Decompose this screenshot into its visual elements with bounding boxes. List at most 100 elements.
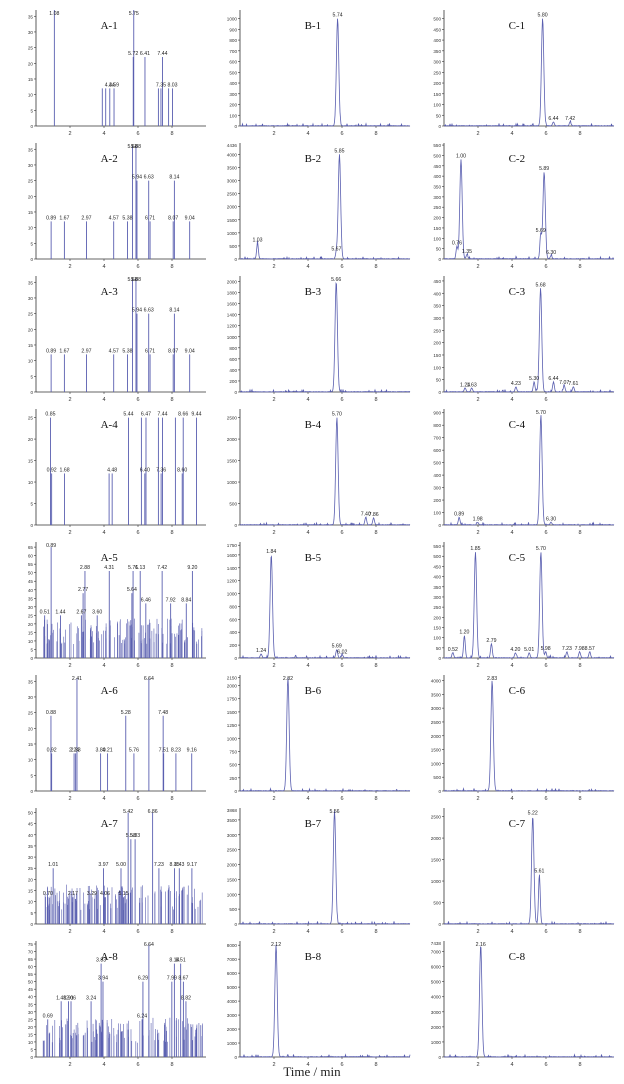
c-4-trace: [443, 415, 615, 527]
b-8-panel-label: B-8: [305, 951, 322, 963]
a-5-xtick-label: 2: [68, 663, 71, 669]
a-5-ytick-label: 65: [28, 545, 34, 550]
c-5-peak-label: 8.57: [585, 646, 595, 652]
c-5-ytick-label: 100: [433, 636, 441, 641]
c-7-ytick-label: 500: [433, 901, 441, 906]
c-1-ytick-label: 300: [433, 60, 441, 65]
a-4-peak-label: 6.40: [140, 467, 150, 473]
c-8-xtick-label: 8: [578, 1062, 581, 1068]
a-7-peak-label: 6.86: [148, 809, 158, 815]
c-3-peak-label: 1.24: [460, 382, 470, 388]
c-3-peak-label: 4.23: [511, 381, 521, 387]
c-5-panel-label: C-5: [509, 552, 526, 564]
b-2-ytick-label: 3000: [227, 179, 238, 184]
a-6-panel-label: A-6: [101, 685, 119, 697]
a-4-ytick-label: 15: [28, 459, 34, 464]
a-3-peak-label: 6.63: [144, 308, 154, 314]
c-5-ytick-label: 0: [438, 656, 441, 661]
c-3-panel-label: C-3: [509, 286, 526, 298]
b-6-ytick-label: 1250: [227, 723, 238, 728]
a-2-peak-label: 8.07: [168, 215, 178, 221]
a-8-ytick-label: 65: [28, 957, 34, 962]
b-4-ytick-label: 1500: [227, 459, 238, 464]
b-1-ytick-label: 700: [229, 49, 237, 54]
a-2-ytick-label: 10: [28, 226, 34, 231]
b-5-ytick-label: 1600: [227, 553, 238, 558]
a-2-xtick-label: 8: [170, 264, 173, 270]
c-8-ytick-label: 3000: [431, 1010, 442, 1015]
b-8-ytick-label: 7000: [227, 957, 238, 962]
c-1-ytick-label: 450: [433, 27, 441, 32]
a-3-ytick-label: 10: [28, 359, 34, 364]
c-1-ytick-label: 200: [433, 81, 441, 86]
c-3-ytick-label: 250: [433, 328, 441, 333]
b-7-xtick-label: 4: [306, 929, 309, 935]
b-5-ytick-label: 200: [229, 643, 237, 648]
a-5-ytick-label: 20: [28, 622, 34, 627]
b-2-peak-label: 1.03: [252, 237, 262, 243]
b-4-xtick-label: 6: [340, 530, 343, 536]
b-6-ytick-label: 1000: [227, 736, 238, 741]
a-3-xtick-label: 6: [136, 397, 139, 403]
a-1-xtick-label: 6: [136, 131, 139, 137]
a-1-ytick-label: 10: [28, 93, 34, 98]
a-4-peak-label: 0.92: [47, 467, 57, 473]
a-5-peak-label: 2.67: [76, 609, 86, 615]
c-2-ytick-label: 500: [433, 153, 441, 158]
a-1-xtick-label: 4: [102, 131, 105, 137]
a-2-ytick-label: 25: [28, 179, 34, 184]
b-1-ytick-label: 800: [229, 38, 237, 43]
b-3-ytick-label: 200: [229, 379, 237, 384]
b-3-ytick-label: 0: [234, 390, 237, 395]
c-6-xtick-label: 6: [544, 796, 547, 802]
a-5-peak-label: 7.42: [157, 565, 167, 571]
a-8-ytick-label: 10: [28, 1040, 34, 1045]
a-5-ytick-label: 25: [28, 613, 34, 618]
b-1-ytick-label: 200: [229, 103, 237, 108]
c-3-ytick-label: 450: [433, 279, 441, 284]
a-5-peak-label: 8.84: [181, 597, 191, 603]
a-7-peak-label: 7.23: [154, 862, 164, 868]
b-6-ytick-label: 250: [229, 776, 237, 781]
b-4-trace: [239, 417, 411, 526]
b-2-panel-label: B-2: [305, 153, 322, 165]
a-3-ytick-label: 5: [30, 374, 33, 379]
b-3-ytick-label: 1800: [227, 291, 238, 296]
c-5-peak-label: 5.98: [541, 646, 551, 652]
c-5-trace: [443, 552, 615, 659]
a-2-ytick-label: 20: [28, 194, 34, 199]
c-8-ytick-label: 2000: [431, 1025, 442, 1030]
c-3-xtick-label: 6: [544, 397, 547, 403]
b-3-xtick-label: 6: [340, 397, 343, 403]
c-7-trace: [443, 817, 615, 925]
a-1-peak-label: 8.03: [167, 82, 177, 88]
a-5-peak-label: 2.77: [78, 587, 88, 593]
a-4-peak-label: 5.44: [123, 412, 133, 418]
b-2-ytick-label: 500: [229, 244, 237, 249]
b-6-ytick-label: 0: [234, 789, 237, 794]
b-4-peak-label: 5.70: [332, 412, 342, 418]
b-3-ytick-label: 600: [229, 357, 237, 362]
c-1-peak-label: 7.42: [565, 116, 575, 122]
b-5-peak-label: 6.02: [337, 649, 347, 655]
c-6-xtick-label: 8: [578, 796, 581, 802]
a-5-panel-label: A-5: [101, 552, 119, 564]
b-1-ytick-label: 500: [229, 70, 237, 75]
a-3-peak-label: 2.97: [81, 348, 91, 354]
c-8-xtick-label: 2: [476, 1062, 479, 1068]
a-1-ytick-label: 30: [28, 30, 34, 35]
c-4-peak-label: 1.98: [473, 517, 483, 523]
b-5-ytick-label: 1000: [227, 592, 238, 597]
c-3-ytick-label: 300: [433, 316, 441, 321]
a-5-peak-label: 0.89: [46, 543, 56, 549]
c-3-ytick-label: 150: [433, 353, 441, 358]
a-6-ytick-label: 0: [30, 789, 33, 794]
b-3-ytick-label: 400: [229, 368, 237, 373]
b-4-peak-label: 7.40: [361, 511, 371, 517]
c-1-ytick-label: 0: [438, 124, 441, 129]
c-7-panel-label: C-7: [509, 818, 526, 830]
a-7-peak-label: 2.17: [68, 891, 78, 897]
a-5-peak-label: 7.92: [166, 597, 176, 603]
b-5-peak-label: 5.69: [332, 644, 342, 650]
b-6-peak-label: 2.82: [283, 676, 293, 682]
